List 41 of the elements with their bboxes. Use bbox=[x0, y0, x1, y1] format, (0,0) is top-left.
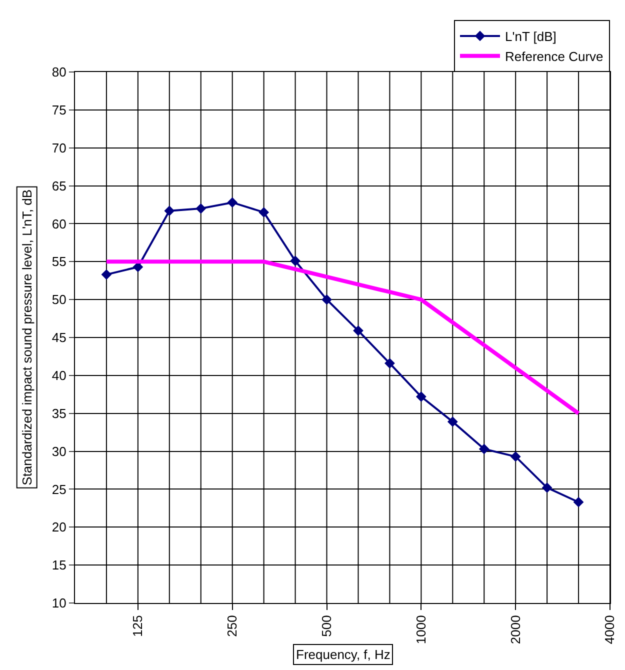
x-axis-title: Frequency, f, Hz bbox=[296, 647, 390, 662]
y-tick-label: 35 bbox=[52, 406, 66, 421]
x-tick-label: 500 bbox=[318, 615, 334, 637]
y-tick-label: 40 bbox=[52, 368, 66, 383]
point bbox=[196, 203, 206, 214]
x-tick-label: 4000 bbox=[602, 615, 618, 644]
point bbox=[101, 269, 112, 280]
point bbox=[353, 325, 364, 336]
y-tick-label: 30 bbox=[52, 444, 66, 459]
y-tick-label: 25 bbox=[52, 482, 66, 497]
point bbox=[164, 206, 175, 216]
y-tick-label: 80 bbox=[52, 64, 66, 80]
y-axis-title: Standardized impact sound pressure level, L'nT, dB bbox=[19, 189, 34, 486]
point bbox=[322, 294, 332, 305]
x-tick-label: 2000 bbox=[508, 615, 523, 644]
y-tick-label: 70 bbox=[52, 140, 66, 156]
y-tick-label: 55 bbox=[52, 254, 66, 270]
point bbox=[290, 256, 300, 266]
point bbox=[258, 207, 270, 218]
y-tick-label: 10 bbox=[52, 596, 66, 611]
point bbox=[384, 358, 395, 368]
x-tick-label: 250 bbox=[224, 615, 240, 637]
y-tick-label: 65 bbox=[52, 178, 66, 194]
point bbox=[416, 391, 426, 402]
x-tick-label: 125 bbox=[130, 615, 146, 637]
y-tick-label: 50 bbox=[52, 292, 66, 308]
point bbox=[227, 197, 238, 208]
legend-label: Reference Curve bbox=[505, 48, 604, 64]
point bbox=[478, 444, 490, 454]
point bbox=[573, 496, 584, 508]
y-tick-label: 45 bbox=[52, 330, 66, 346]
point bbox=[510, 451, 521, 462]
line-series bbox=[104, 260, 581, 416]
y-tick-label: 60 bbox=[52, 216, 66, 232]
x-tick-label: 1000 bbox=[413, 615, 428, 644]
point bbox=[542, 482, 552, 493]
y-tick-label: 20 bbox=[52, 520, 66, 535]
legend-label: L'nT [dB] bbox=[505, 29, 556, 44]
y-tick-label: 15 bbox=[52, 558, 66, 573]
point bbox=[447, 416, 458, 427]
y-tick-label: 75 bbox=[52, 102, 66, 118]
